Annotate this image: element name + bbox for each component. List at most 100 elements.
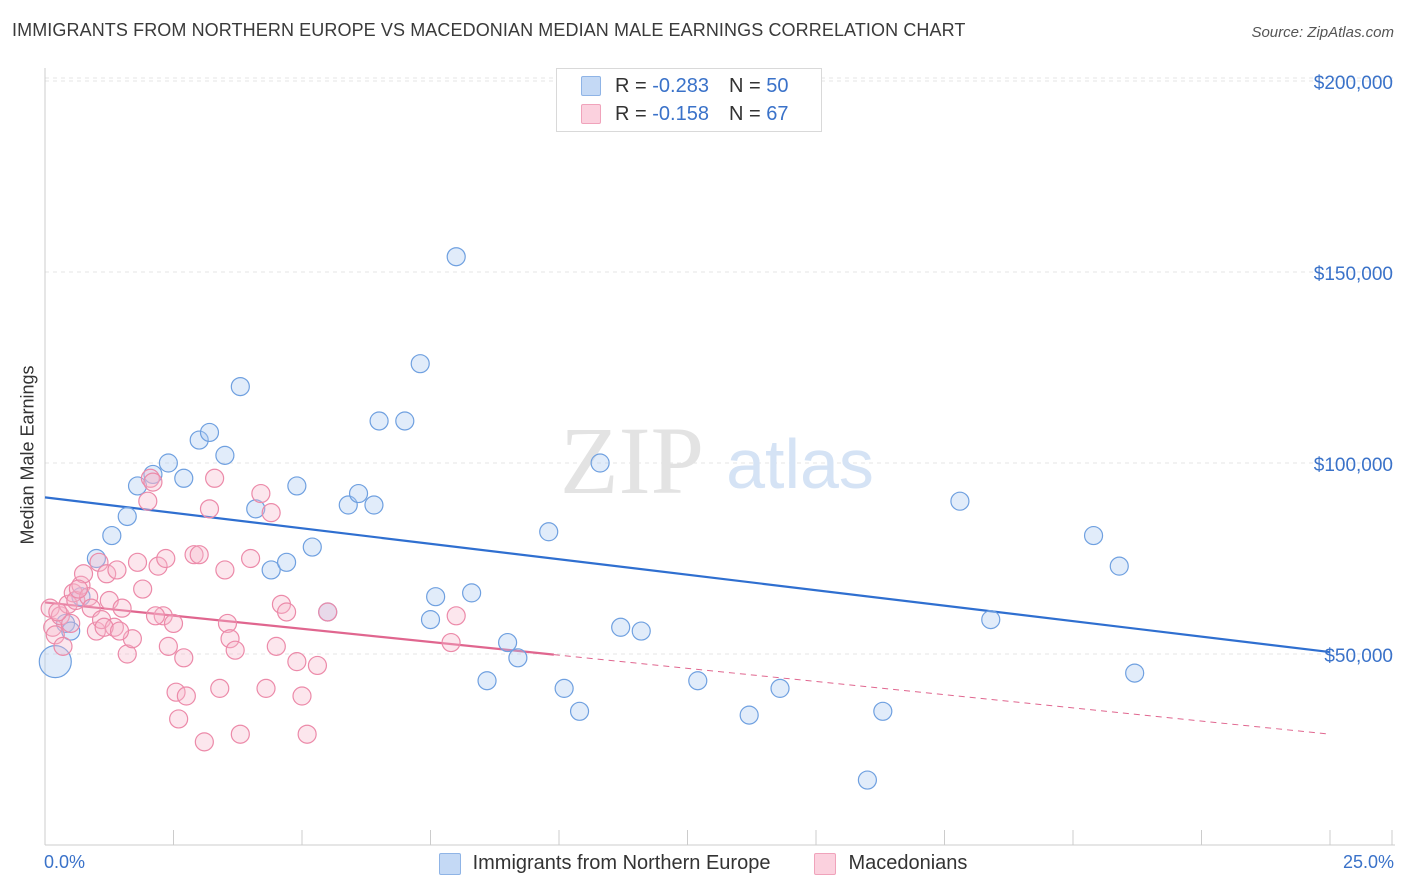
- legend-item-macedonians: Macedonians: [814, 852, 967, 875]
- point-northern-europe: [61, 621, 81, 641]
- point-macedonian: [297, 724, 317, 744]
- y-tick-label: $100,000: [1314, 455, 1393, 476]
- point-northern-europe: [981, 610, 1001, 630]
- point-macedonian: [189, 545, 209, 565]
- point-macedonian: [104, 617, 124, 637]
- point-northern-europe: [1083, 525, 1104, 546]
- point-macedonian: [145, 606, 166, 626]
- legend-n-label: N =: [728, 74, 761, 97]
- legend-swatch-blue: [438, 852, 461, 875]
- watermark-zip: ZIP: [560, 407, 704, 514]
- point-macedonian: [97, 564, 117, 584]
- point-macedonian: [266, 636, 286, 656]
- point-northern-europe: [261, 560, 281, 580]
- point-northern-europe: [857, 770, 878, 790]
- point-northern-europe: [287, 476, 307, 496]
- point-northern-europe: [611, 617, 631, 637]
- point-macedonian: [307, 655, 328, 676]
- legend-r-value: -0.283: [652, 74, 709, 97]
- point-northern-europe: [688, 671, 708, 691]
- x-tick-max: 25.0%: [1342, 852, 1394, 872]
- point-macedonian: [73, 564, 94, 584]
- point-macedonian: [163, 613, 184, 634]
- point-macedonian: [148, 556, 168, 576]
- point-macedonian: [287, 652, 307, 672]
- point-northern-europe: [158, 453, 178, 473]
- point-northern-europe: [539, 522, 559, 542]
- correlation-legend: R = -0.283 N = 50 R = -0.158 N = 67: [556, 68, 822, 132]
- point-northern-europe: [426, 587, 446, 607]
- y-axis-title: Median Male Earnings: [17, 365, 38, 545]
- point-northern-europe: [199, 422, 220, 443]
- point-northern-europe: [189, 430, 209, 450]
- point-macedonian: [48, 602, 68, 622]
- point-macedonian: [292, 686, 312, 706]
- point-macedonian: [153, 606, 173, 626]
- point-macedonian: [66, 590, 86, 611]
- point-northern-europe: [770, 678, 790, 698]
- point-northern-europe: [873, 701, 893, 721]
- legend-n-label: N =: [728, 102, 761, 125]
- point-macedonian: [127, 552, 148, 572]
- y-tick-label: $50,000: [1324, 646, 1393, 667]
- point-northern-europe: [739, 705, 759, 725]
- point-northern-europe: [276, 552, 297, 572]
- point-northern-europe: [446, 247, 466, 267]
- point-northern-europe: [590, 453, 610, 473]
- point-northern-europe: [950, 491, 970, 511]
- point-macedonian: [63, 583, 83, 603]
- point-macedonian: [156, 548, 176, 569]
- point-macedonian: [133, 579, 153, 599]
- point-macedonian: [225, 640, 245, 660]
- legend-r-label: R =: [615, 74, 647, 97]
- point-northern-europe: [230, 377, 250, 397]
- trend-lines: [44, 496, 1331, 735]
- point-macedonian: [318, 602, 338, 622]
- point-macedonian: [143, 472, 163, 492]
- point-macedonian: [217, 613, 238, 634]
- legend-swatch-pink: [581, 104, 601, 124]
- y-tick-label: $150,000: [1314, 264, 1393, 285]
- point-northern-europe: [1109, 556, 1129, 576]
- watermark-atlas: atlas: [726, 425, 874, 503]
- trend-line-1: [44, 496, 1331, 654]
- point-northern-europe: [554, 678, 574, 698]
- point-macedonian: [261, 503, 281, 523]
- legend-n-value: 50: [766, 74, 789, 97]
- point-northern-europe: [215, 445, 235, 465]
- point-northern-europe: [246, 499, 266, 519]
- point-macedonian: [53, 636, 73, 656]
- point-northern-europe: [462, 583, 482, 603]
- point-northern-europe: [302, 537, 322, 557]
- point-northern-europe: [420, 610, 441, 630]
- chart-title: IMMIGRANTS FROM NORTHERN EUROPE VS MACED…: [12, 20, 966, 40]
- legend-label-macedonians: Macedonians: [848, 852, 968, 874]
- legend-label-northern-europe: Immigrants from Northern Europe: [472, 852, 771, 874]
- source-label: Source: ZipAtlas.com: [1251, 24, 1394, 41]
- gridlines: [45, 77, 1395, 655]
- point-macedonian: [79, 587, 99, 607]
- point-macedonian: [174, 648, 194, 668]
- point-macedonian: [109, 621, 130, 641]
- point-macedonian: [68, 579, 89, 599]
- point-northern-europe: [348, 483, 369, 504]
- y-tick-labels: $50,000 $100,000 $150,000 $200,000: [1314, 73, 1393, 667]
- point-macedonian: [184, 545, 204, 565]
- point-northern-europe: [174, 468, 194, 488]
- point-macedonian: [89, 552, 109, 572]
- point-northern-europe: [498, 632, 518, 653]
- point-macedonian: [230, 724, 250, 744]
- point-macedonian: [194, 732, 214, 752]
- point-macedonian: [176, 686, 196, 706]
- point-macedonian: [199, 499, 220, 519]
- point-macedonian: [166, 682, 186, 702]
- point-northern-europe: [1125, 663, 1145, 683]
- legend-row-macedonians: R = -0.158 N = 67: [581, 101, 788, 127]
- x-tick-min: 0.0%: [44, 852, 86, 872]
- trend-line-2: [44, 601, 554, 656]
- data-points: [38, 247, 1145, 790]
- point-macedonian: [138, 491, 158, 511]
- point-macedonian: [117, 644, 137, 664]
- point-northern-europe: [38, 645, 72, 679]
